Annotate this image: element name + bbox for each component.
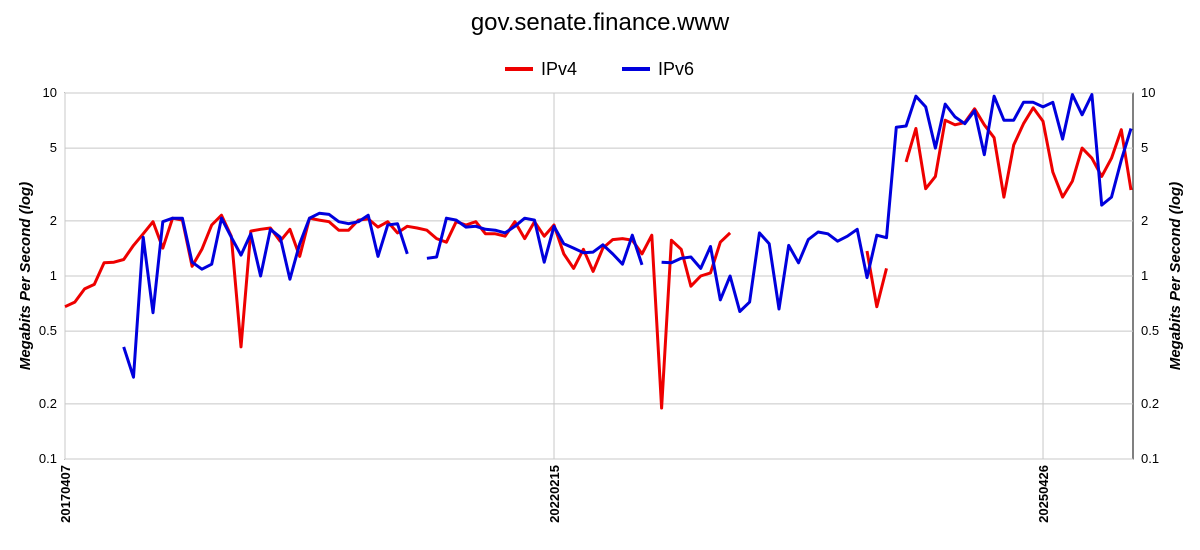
- y-tick-label: 2: [50, 213, 57, 228]
- y-tick-label: 10: [43, 85, 57, 100]
- x-tick-label: 20170407: [58, 465, 73, 523]
- line-series: [122, 93, 1133, 379]
- x-tick-label: 20250426: [1036, 465, 1051, 523]
- y-tick-label: 0.2: [39, 396, 57, 411]
- y-tick-label: 0.1: [39, 451, 57, 466]
- y2-tick-label: 0.5: [1141, 323, 1159, 338]
- y-tick-label: 5: [50, 140, 57, 155]
- x-tick-label: 20220215: [547, 465, 562, 523]
- y-tick-label: 1: [50, 268, 57, 283]
- y2-tick-label: 5: [1141, 140, 1148, 155]
- y2-tick-label: 10: [1141, 85, 1155, 100]
- legend-label: IPv6: [658, 59, 694, 79]
- chart-title: gov.senate.finance.www: [471, 9, 730, 36]
- legend-label: IPv4: [541, 59, 577, 79]
- y-axis-title: Megabits Per Second (log): [17, 182, 34, 370]
- y2-axis-title: Megabits Per Second (log): [1167, 182, 1184, 370]
- y2-tick-label: 0.1: [1141, 451, 1159, 466]
- y2-tick-label: 0.2: [1141, 396, 1159, 411]
- y2-tick-label: 1: [1141, 268, 1148, 283]
- y2-tick-label: 2: [1141, 213, 1148, 228]
- line-series: [64, 106, 1133, 410]
- y-tick-label: 0.5: [39, 323, 57, 338]
